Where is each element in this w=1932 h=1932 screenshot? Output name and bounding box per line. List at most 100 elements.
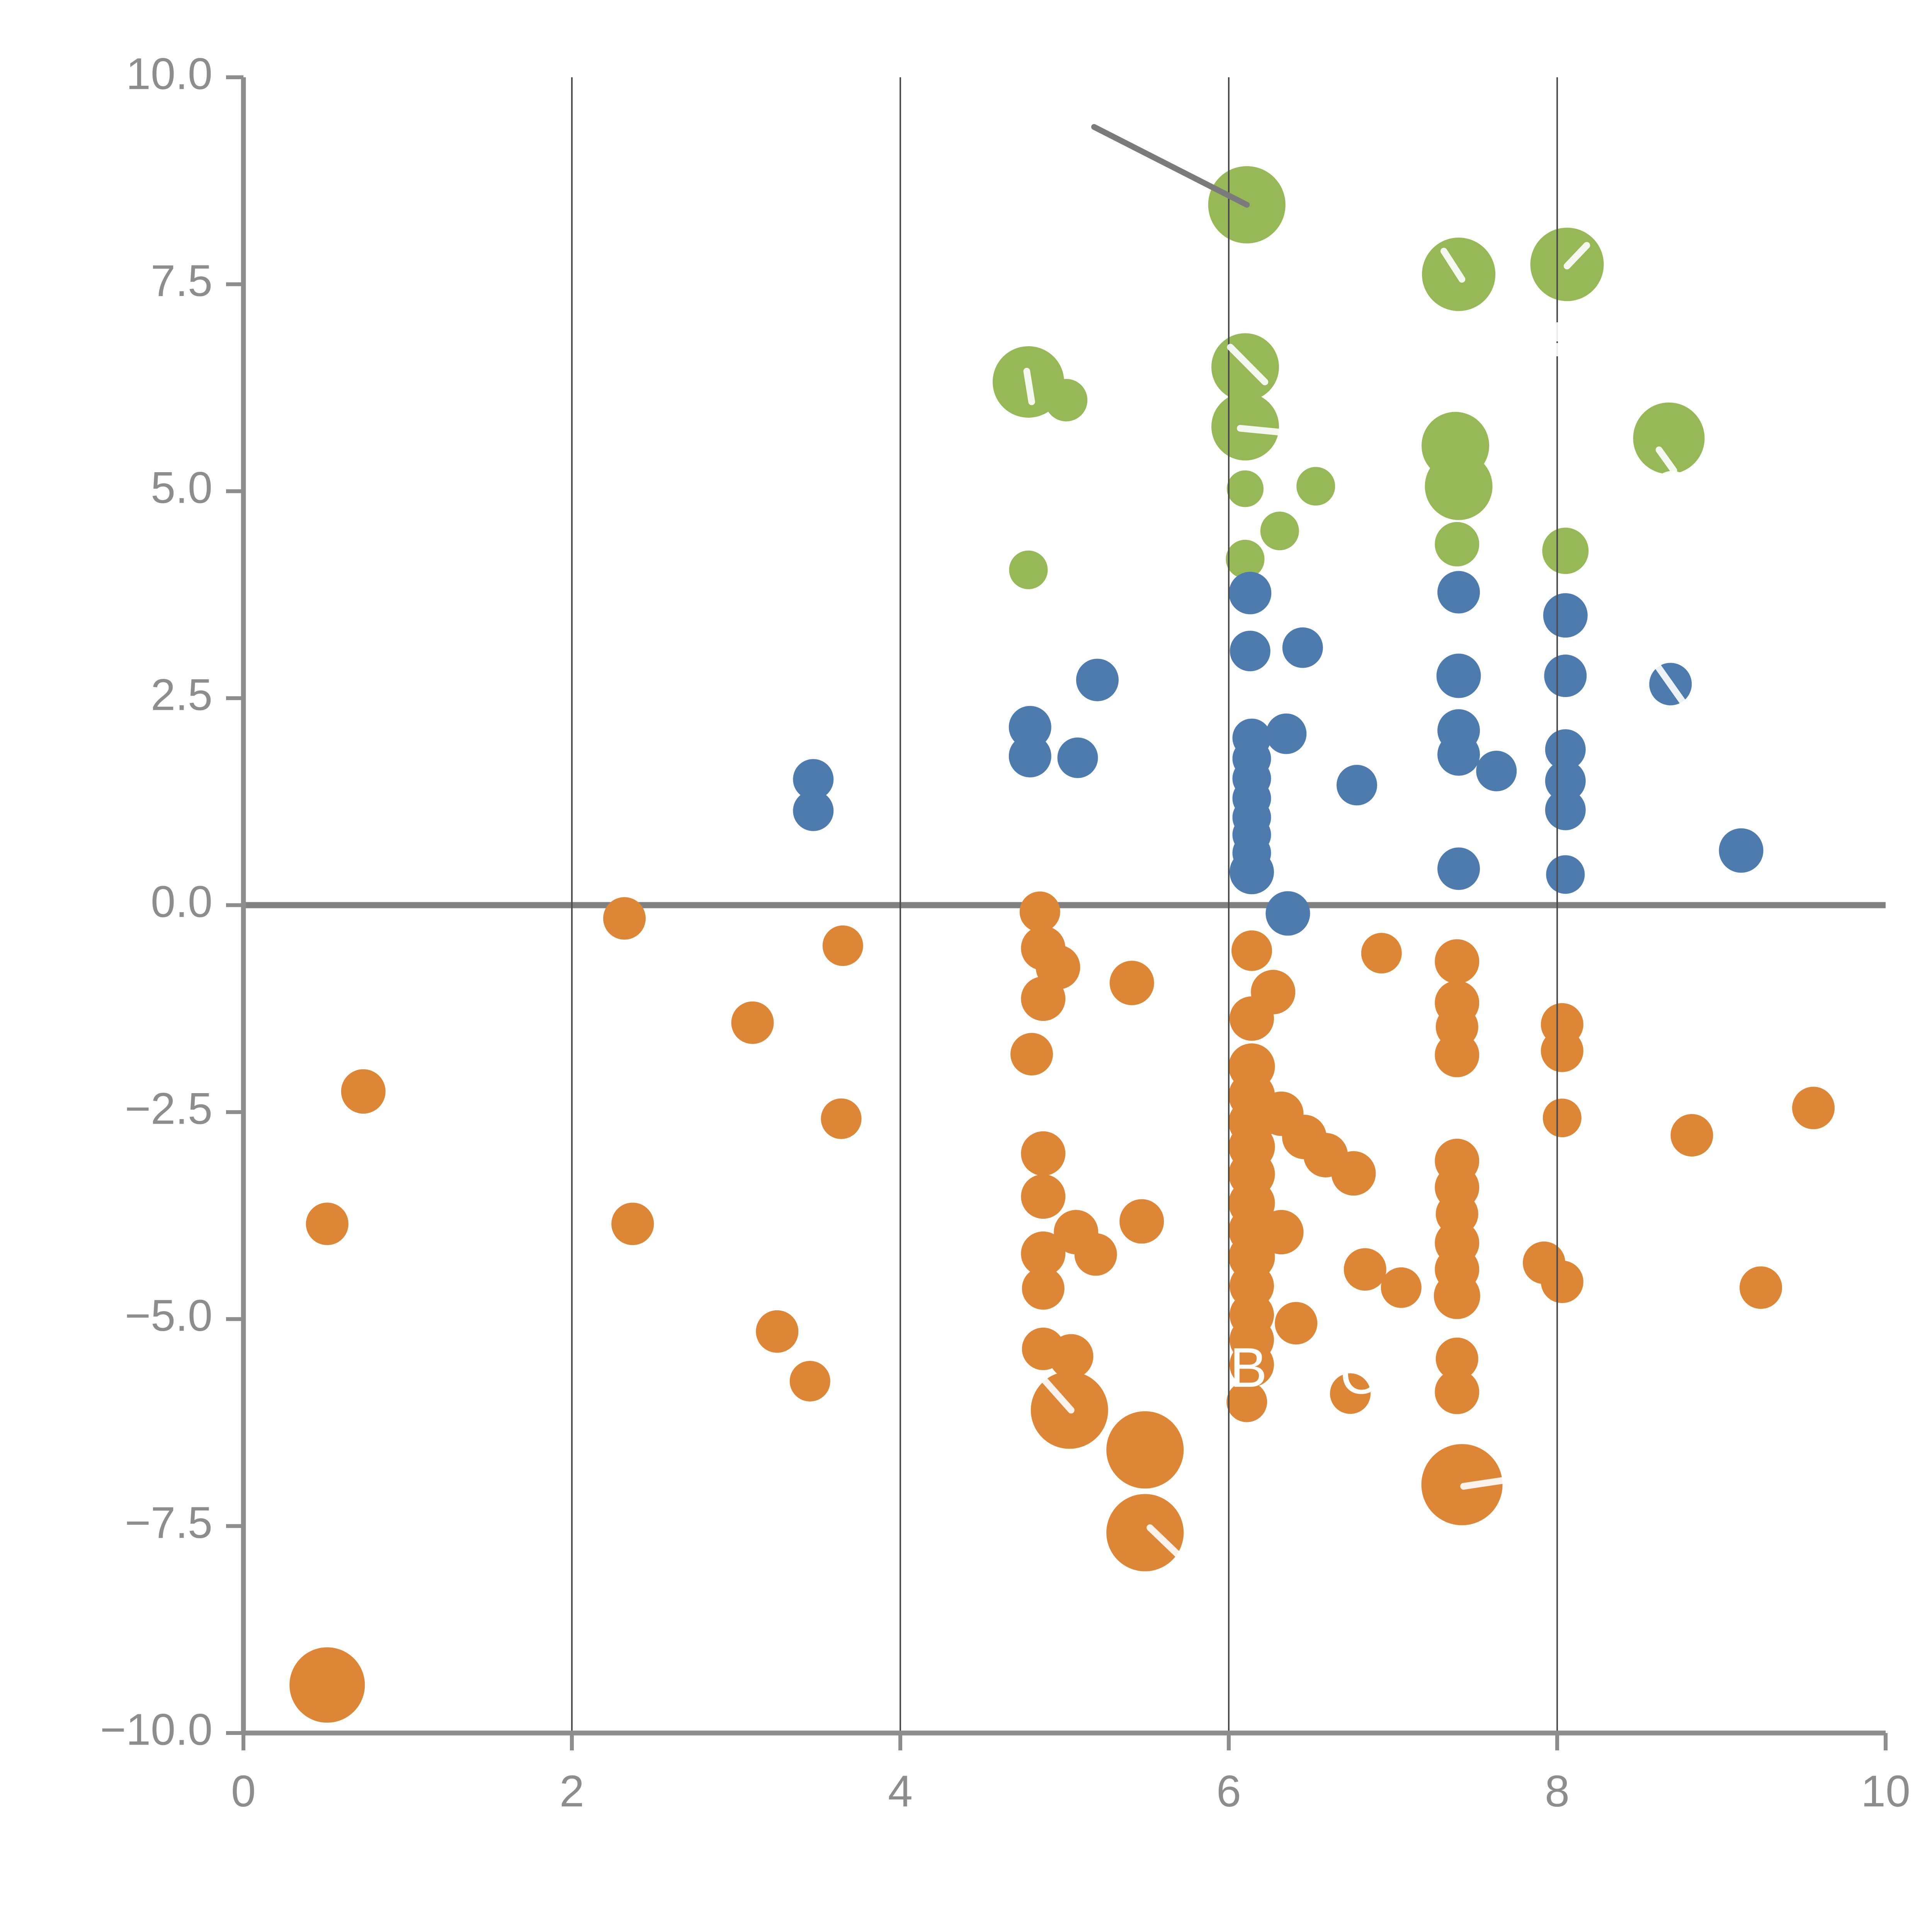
y-tick-label: 10.0 — [126, 49, 213, 99]
data-point-green — [1227, 470, 1264, 507]
white-slash-1 — [1563, 242, 1590, 270]
data-point-orange — [1230, 1342, 1274, 1387]
data-point-orange — [731, 1001, 774, 1044]
data-point-orange — [1331, 1151, 1376, 1196]
data-point-blue — [1076, 658, 1119, 701]
data-point-blue — [793, 759, 834, 800]
white-slash-6 — [1237, 425, 1295, 437]
data-point-green — [1542, 527, 1589, 574]
x-tick-label: 2 — [560, 1767, 584, 1816]
data-point-blue — [1545, 789, 1586, 830]
data-point-orange — [289, 1647, 365, 1723]
annotation-line — [1091, 124, 1250, 208]
white-slash-4 — [1023, 367, 1035, 405]
data-point-orange — [603, 897, 646, 940]
data-point-orange — [1230, 996, 1274, 1041]
y-tick-label: 2.5 — [151, 670, 213, 719]
y-tick-label: −2.5 — [125, 1084, 213, 1134]
data-point-green — [1211, 333, 1279, 401]
data-point-orange — [1792, 1087, 1835, 1129]
data-point-orange — [1021, 1174, 1066, 1219]
data-point-orange — [1435, 1337, 1478, 1380]
data-point-orange — [756, 1310, 799, 1353]
white-slash-7 — [1655, 446, 1677, 474]
data-point-orange — [1019, 891, 1060, 932]
data-point-blue — [1009, 735, 1051, 777]
data-point-green — [1009, 550, 1048, 589]
data-point-orange — [1106, 1494, 1184, 1571]
data-point-blue — [1229, 571, 1272, 614]
data-point-orange — [1543, 1099, 1582, 1138]
x-tick-label: 8 — [1545, 1767, 1570, 1816]
data-point-green — [1045, 379, 1088, 422]
data-point-blue — [1544, 655, 1587, 697]
data-point-orange — [789, 1361, 830, 1401]
data-point-orange — [1435, 1369, 1480, 1414]
data-point-blue — [1546, 855, 1585, 894]
data-point-blue — [1230, 850, 1274, 895]
data-point-orange — [1021, 1131, 1066, 1176]
data-point-orange — [1106, 1411, 1184, 1489]
data-point-orange — [1259, 1210, 1304, 1255]
data-point-orange — [1021, 1231, 1066, 1276]
data-point-blue — [1436, 653, 1481, 698]
data-point-blue — [1437, 847, 1480, 890]
x-tick-label: 10 — [1861, 1767, 1910, 1816]
data-point-orange — [1226, 1381, 1267, 1422]
y-tick-label: 5.0 — [151, 463, 213, 513]
data-point-orange — [1074, 1233, 1117, 1276]
white-label-B: B — [1230, 1336, 1267, 1399]
data-point-orange — [1361, 933, 1402, 974]
data-point-orange — [1010, 1033, 1053, 1076]
data-point-orange — [821, 1098, 862, 1139]
x-tick-label: 0 — [231, 1767, 256, 1816]
white-slash-9 — [1040, 1375, 1075, 1414]
data-point-orange — [1049, 1334, 1094, 1379]
data-point-blue — [1265, 891, 1310, 936]
white-ring-fragment — [1652, 471, 1692, 512]
data-point-orange — [1021, 976, 1066, 1021]
white-slash-0 — [1440, 248, 1466, 283]
data-point-blue — [1266, 713, 1307, 754]
data-point-blue — [1337, 765, 1377, 806]
data-point-blue — [1476, 750, 1517, 791]
x-tick-label: 6 — [1216, 1767, 1241, 1816]
data-point-orange — [1275, 1302, 1318, 1345]
data-point-blue — [1437, 571, 1480, 614]
data-point-blue — [1545, 760, 1586, 801]
data-point-orange — [1541, 1260, 1583, 1303]
data-point-blue — [1230, 631, 1270, 672]
data-point-blue — [793, 790, 834, 831]
data-point-orange — [1109, 961, 1154, 1005]
y-tick-label: −7.5 — [125, 1498, 213, 1548]
white-label-C: C — [1340, 1343, 1381, 1405]
white-slash-10 — [1146, 1524, 1188, 1565]
data-point-orange — [1670, 1114, 1713, 1157]
data-point-blue — [1437, 733, 1480, 776]
y-tick-label: 0.0 — [151, 877, 213, 927]
data-point-orange — [822, 925, 863, 966]
data-point-blue — [1282, 627, 1323, 668]
data-point-blue — [1543, 593, 1588, 638]
white-slash-5 — [1227, 344, 1269, 386]
data-point-green — [1226, 539, 1265, 578]
x-tick-label: 4 — [888, 1767, 913, 1816]
data-point-orange — [306, 1202, 349, 1245]
y-tick-label: 7.5 — [151, 256, 213, 306]
data-point-green — [1296, 467, 1335, 506]
data-point-orange — [1119, 1199, 1164, 1244]
y-tick-label: −5.0 — [125, 1291, 213, 1340]
data-point-orange — [611, 1202, 654, 1245]
data-point-green — [1435, 522, 1480, 566]
data-point-blue — [1719, 828, 1764, 873]
data-point-orange — [1541, 1029, 1583, 1072]
data-point-orange — [1231, 930, 1272, 971]
data-point-orange — [341, 1069, 386, 1114]
data-point-orange — [1381, 1267, 1422, 1308]
data-point-orange — [1434, 1272, 1480, 1319]
data-point-green — [1260, 512, 1299, 551]
white-slash-8 — [1654, 662, 1687, 707]
data-point-blue — [1545, 729, 1586, 770]
